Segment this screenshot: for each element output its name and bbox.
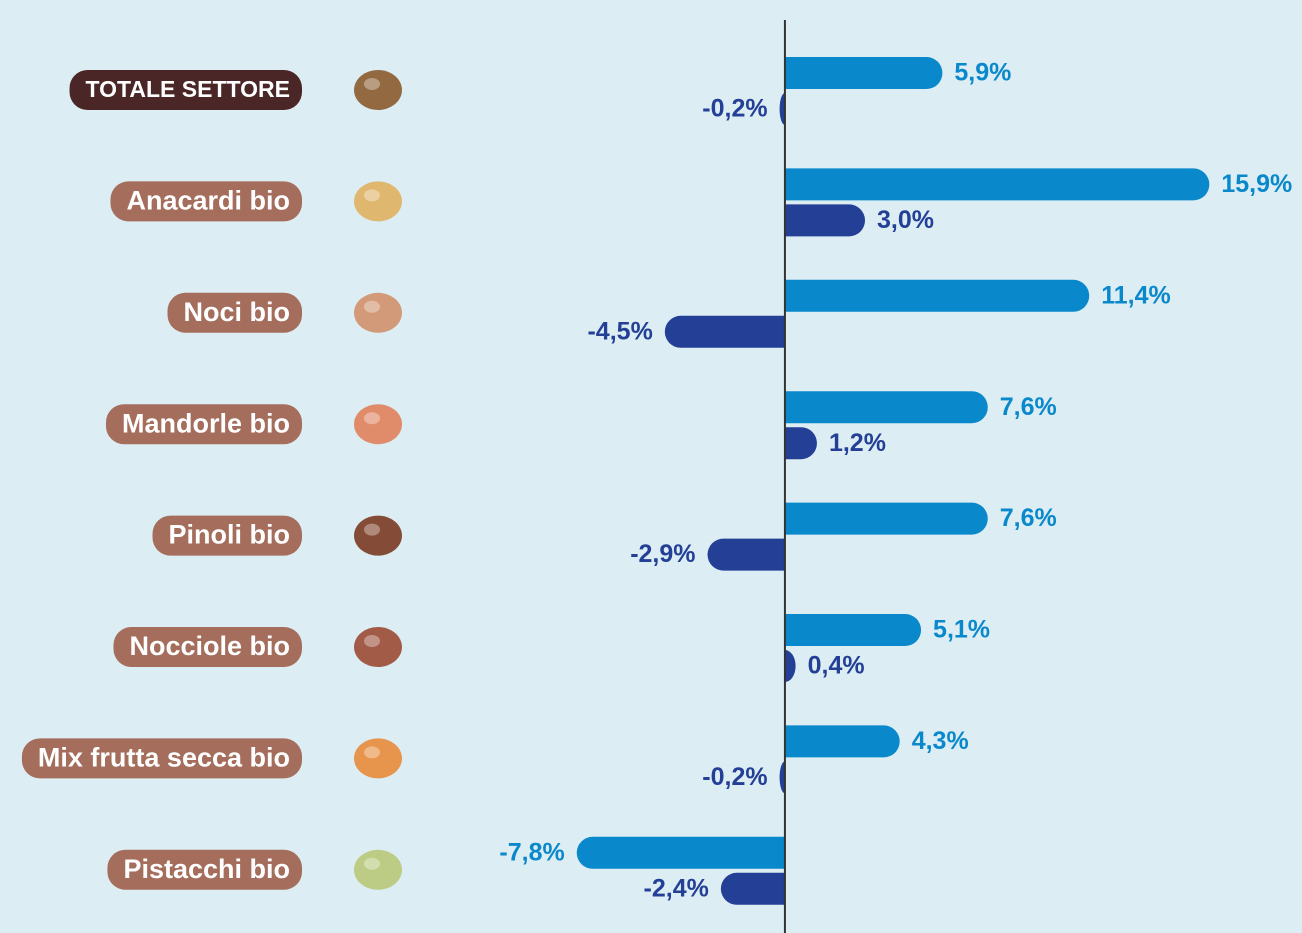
category-pill [113,627,302,667]
category-label: Nocciole bio [129,631,290,661]
bar [784,391,988,424]
value-label: 3,0% [877,206,934,234]
bar [784,650,796,682]
bar [720,872,785,905]
value-label: 5,1% [933,616,990,644]
bar [784,725,900,758]
category-pill [69,70,302,110]
icon-highlight [364,523,380,536]
icon [354,70,402,110]
icon [354,515,402,556]
category-pill [21,738,302,779]
icon-highlight [364,635,380,647]
icon-highlight [364,746,380,759]
value-label: -2,9% [630,540,695,568]
bar [784,279,1090,312]
value-label: -2,4% [644,874,709,902]
bar [707,538,785,571]
value-label: 15,9% [1221,170,1292,198]
icon [354,849,402,890]
bar [784,502,988,535]
value-label: 7,6% [1000,504,1057,532]
bar [664,315,785,348]
icon-highlight [364,189,380,202]
icon [354,627,402,667]
category-pill [106,404,302,445]
bar [576,836,785,869]
category-label: Mandorle bio [122,408,290,438]
value-label: -0,2% [702,763,767,791]
value-label: -0,2% [702,95,767,123]
value-label: 11,4% [1101,281,1171,309]
category-pill [107,849,302,890]
bar [779,93,785,125]
icon-highlight [364,300,380,313]
icon [354,292,402,333]
bar [784,168,1210,201]
bar [784,427,817,460]
icon [354,181,402,222]
value-label: 1,2% [829,429,886,457]
value-label: 5,9% [954,59,1011,87]
icon-highlight [364,857,380,870]
icon-highlight [364,78,380,90]
bar [779,761,785,794]
category-label: Pistacchi bio [123,854,290,884]
category-label: Anacardi bio [126,186,290,216]
category-pill [152,515,302,556]
bar [784,204,865,237]
category-label: Pinoli bio [169,520,291,550]
bar [784,57,943,89]
value-label: 4,3% [912,727,969,755]
category-pill [110,181,302,222]
value-label: -4,5% [587,317,652,345]
category-label: Mix frutta secca bio [38,743,290,773]
value-label: -7,8% [499,838,564,866]
value-label: 7,6% [1000,393,1057,421]
icon [354,738,402,779]
bar [784,614,922,646]
category-pill [167,292,302,333]
icon-highlight [364,412,380,425]
category-label: TOTALE SETTORE [86,76,290,102]
category-label: Noci bio [184,297,291,327]
icon [354,404,402,445]
value-label: 0,4% [808,652,865,680]
